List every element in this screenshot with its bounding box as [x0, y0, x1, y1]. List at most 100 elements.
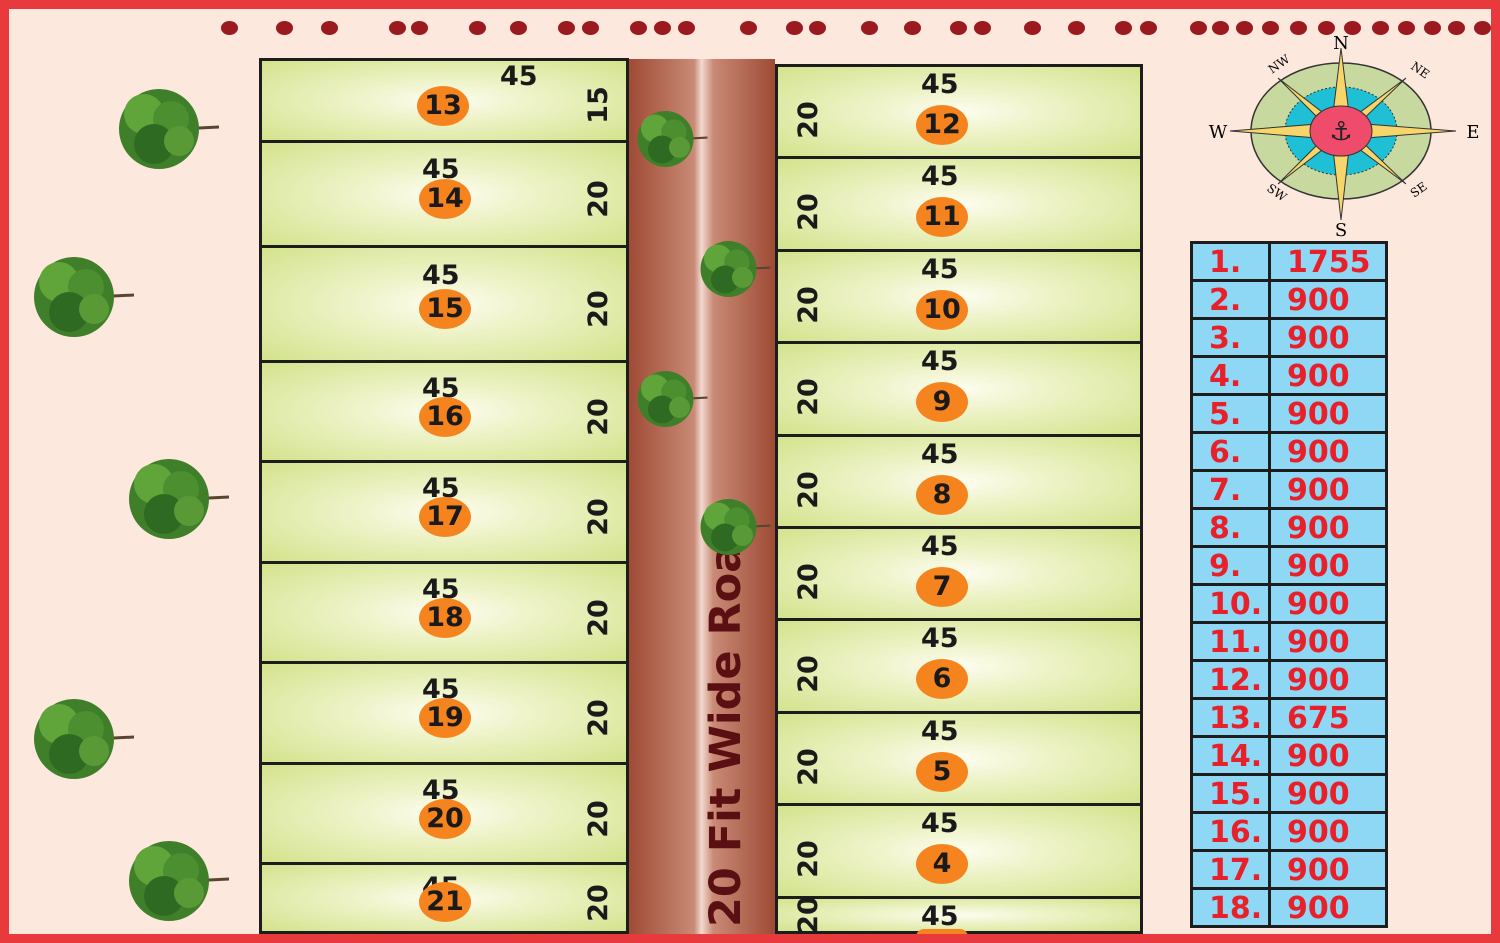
boundary-dot [678, 21, 695, 35]
boundary-dot [809, 21, 826, 35]
plot-area-cell: 900 [1271, 282, 1385, 317]
table-row: 13. 675 [1193, 700, 1385, 735]
plot-number-cell: 8. [1193, 510, 1268, 545]
plot-depth-label: 20 [582, 800, 614, 838]
table-row: 1. 1755 [1193, 244, 1385, 279]
anchor-icon: ⚓ [1329, 117, 1352, 147]
plot-layout-map: 20 Fit Wide Road 45 13 15 45 14 20 45 15 20 45 16 2… [9, 9, 1491, 934]
boundary-dot [221, 21, 238, 35]
boundary-dot [1115, 21, 1132, 35]
boundary-dot [1236, 21, 1253, 35]
boundary-dot [630, 21, 647, 35]
boundary-dot [1474, 21, 1491, 35]
plot-width-label: 45 [921, 254, 959, 285]
plot-number-badge: 21 [419, 882, 471, 922]
tree-icon [700, 241, 771, 297]
plot-width-label: 45 [921, 69, 959, 100]
plot-depth-label: 20 [792, 896, 824, 934]
boundary-dot [1398, 21, 1415, 35]
boundary-dot [740, 21, 757, 35]
plot-number-badge: 7 [916, 567, 968, 607]
plot-number-badge: 6 [916, 659, 968, 699]
boundary-dot [974, 21, 991, 35]
plot-number-badge: 15 [419, 289, 471, 329]
table-row: 10. 900 [1193, 586, 1385, 621]
plot-area-cell: 900 [1271, 814, 1385, 849]
plot-number-cell: 18. [1193, 890, 1268, 925]
plot-6: 45 6 20 [775, 618, 1143, 714]
plot-depth-label: 20 [792, 286, 824, 324]
tree-icon [34, 257, 134, 337]
boundary-dot [1068, 21, 1085, 35]
plot-number-badge: 4 [916, 844, 968, 884]
plot-number-badge: 17 [419, 497, 471, 537]
compass-nw: NW [1266, 52, 1293, 77]
table-row: 4. 900 [1193, 358, 1385, 393]
plot-number-badge: 18 [419, 598, 471, 638]
boundary-dot [1424, 21, 1441, 35]
boundary-dot [786, 21, 803, 35]
tree-icon [700, 499, 771, 555]
plot-depth-label: 20 [792, 563, 824, 601]
plot-number-cell: 3. [1193, 320, 1268, 355]
plot-area-table: 1. 1755 2. 900 3. 900 4. 900 5. 900 6. 900 7. 900 8. 90… [1190, 241, 1388, 928]
road [628, 59, 775, 934]
boundary-dot [321, 21, 338, 35]
boundary-dot [861, 21, 878, 35]
table-row: 6. 900 [1193, 434, 1385, 469]
table-row: 8. 900 [1193, 510, 1385, 545]
compass-se: SE [1408, 179, 1430, 200]
plot-depth-label: 20 [792, 655, 824, 693]
tree-icon [34, 699, 134, 779]
boundary-dot [1448, 21, 1465, 35]
plot-width-label: 45 [921, 531, 959, 562]
plot-number-cell: 15. [1193, 776, 1268, 811]
plot-18: 45 18 20 [259, 561, 629, 664]
plot-7: 45 7 20 [775, 526, 1143, 621]
plot-number-badge: 19 [419, 698, 471, 738]
plot-21: 452120 [259, 862, 629, 934]
plot-width-label: 45 [921, 808, 959, 839]
plot-number-badge: 11 [916, 197, 968, 237]
boundary-dot [654, 21, 671, 35]
plot-area-cell: 900 [1271, 472, 1385, 507]
table-row: 9. 900 [1193, 548, 1385, 583]
plot-width-label: 45 [500, 61, 538, 92]
plot-number-badge: 9 [916, 382, 968, 422]
table-row: 12. 900 [1193, 662, 1385, 697]
plot-number-badge: 12 [916, 105, 968, 145]
plot-width-label: 45 [921, 623, 959, 654]
boundary-dot [950, 21, 967, 35]
compass-s: S [1335, 220, 1347, 240]
road-label: 20 Fit Wide Road [701, 513, 751, 927]
plot-depth-label: 20 [582, 699, 614, 737]
plot-number-badge: 20 [419, 799, 471, 839]
tree-icon [637, 371, 708, 427]
plot-number-badge: 8 [916, 475, 968, 515]
plot-number-cell: 9. [1193, 548, 1268, 583]
plot-number-cell: 5. [1193, 396, 1268, 431]
plot-number-cell: 2. [1193, 282, 1268, 317]
table-row: 16. 900 [1193, 814, 1385, 849]
boundary-dot [582, 21, 599, 35]
plot-width-label: 45 [921, 716, 959, 747]
compass-e: E [1466, 122, 1479, 143]
plot-number-badge: 10 [916, 290, 968, 330]
table-row: 18. 900 [1193, 890, 1385, 925]
plot-area-cell: 900 [1271, 510, 1385, 545]
boundary-dot [1290, 21, 1307, 35]
plot-area-cell: 1755 [1271, 244, 1385, 279]
plot-16: 45 16 20 [259, 360, 629, 463]
boundary-dot [1262, 21, 1279, 35]
plot-17: 45 17 20 [259, 460, 629, 564]
plot-11: 45 11 20 [775, 156, 1143, 252]
plot-area-cell: 900 [1271, 586, 1385, 621]
compass-rose: ⚓ N S W E NW NE SW SE [1209, 33, 1480, 240]
plot-3: 45 20 [775, 896, 1143, 934]
plot-number-cell: 4. [1193, 358, 1268, 393]
tree-icon [129, 459, 229, 539]
plot-area-cell: 675 [1271, 700, 1385, 735]
plot-number-badge: 13 [417, 86, 469, 126]
boundary-dot [276, 21, 293, 35]
plot-number-cell: 10. [1193, 586, 1268, 621]
